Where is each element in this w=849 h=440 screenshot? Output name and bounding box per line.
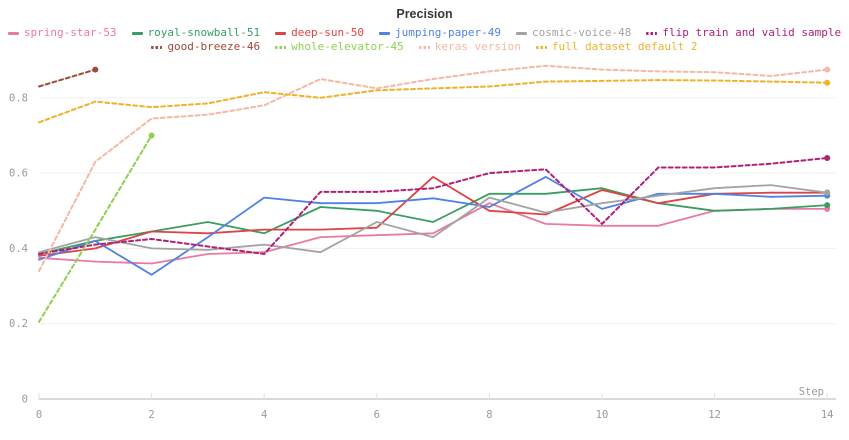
- legend-item-full-dataset-default-2[interactable]: full dataset default 2: [535, 40, 698, 53]
- series-line-whole-elevator-45[interactable]: [38, 134, 153, 323]
- y-tick-label: 0: [22, 394, 28, 406]
- x-axis-label: Step: [799, 386, 824, 398]
- series-line-spring-star-53[interactable]: [38, 202, 829, 265]
- y-tick-label: 0.2: [9, 318, 28, 330]
- solid-line-swatch-icon: [7, 31, 19, 35]
- solid-line-swatch-icon: [131, 31, 143, 35]
- x-tick-label: 14: [821, 409, 834, 421]
- legend-label: whole-elevator-45: [291, 40, 404, 53]
- series-line-cosmic-voice-48[interactable]: [38, 184, 829, 254]
- series-line-good-breeze-46[interactable]: [38, 68, 97, 88]
- x-tick-label: 6: [374, 409, 380, 421]
- legend-label: royal-snowball-51: [147, 26, 261, 39]
- legend-item-cosmic-voice-48[interactable]: cosmic-voice-48: [515, 26, 632, 39]
- legend-item-whole-elevator-45[interactable]: whole-elevator-45: [275, 41, 404, 53]
- x-tick-label: 12: [708, 409, 721, 421]
- legend-item-flip-train-and-valid-sample[interactable]: flip train and valid sample: [646, 27, 841, 39]
- dashed-line-swatch-icon: [151, 45, 163, 49]
- x-tick-label: 4: [261, 409, 267, 421]
- legend-label: spring-star-53: [23, 26, 117, 39]
- dashed-line-swatch-icon: [646, 31, 658, 35]
- series-line-full-dataset-default-2[interactable]: [38, 79, 829, 124]
- series-endpoint-good-breeze-46[interactable]: [92, 66, 99, 73]
- series-endpoint-cosmic-voice-48[interactable]: [824, 189, 831, 196]
- x-tick-label: 0: [36, 409, 42, 421]
- legend-row-2: good-breeze-46 whole-elevator-45 keras ver…: [0, 41, 849, 53]
- legend-item-royal-snowball-51[interactable]: royal-snowball-51: [131, 26, 261, 39]
- y-tick-label: 0.8: [9, 92, 28, 104]
- series-line-royal-snowball-51[interactable]: [38, 187, 829, 255]
- series-endpoint-full-dataset-default-2[interactable]: [824, 79, 831, 86]
- solid-line-swatch-icon: [515, 31, 527, 35]
- series-line-jumping-paper-49[interactable]: [38, 175, 829, 276]
- legend-label: flip train and valid sample: [662, 26, 842, 39]
- legend-label: jumping-paper-49: [395, 26, 501, 39]
- legend-label: deep-sun-50: [291, 26, 365, 39]
- legend-label: cosmic-voice-48: [531, 26, 632, 39]
- legend-item-keras-version[interactable]: keras version: [418, 40, 521, 53]
- series-line-keras-version[interactable]: [38, 64, 829, 272]
- legend-item-jumping-paper-49[interactable]: jumping-paper-49: [379, 27, 501, 39]
- series-line-flip-train-and-valid-sample[interactable]: [38, 157, 829, 255]
- series-endpoint-flip-train-and-valid-sample[interactable]: [824, 155, 831, 162]
- legend-label: good-breeze-46: [167, 40, 261, 53]
- dashed-line-swatch-icon: [535, 45, 547, 49]
- legend-label: keras version: [434, 40, 521, 53]
- series-endpoint-whole-elevator-45[interactable]: [148, 132, 155, 139]
- legend-item-spring-star-53[interactable]: spring-star-53: [7, 26, 117, 39]
- x-tick-label: 10: [596, 409, 609, 421]
- legend-row-1: spring-star-53 royal-snowball-51 deep-sun-…: [0, 27, 849, 39]
- legend-item-deep-sun-50[interactable]: deep-sun-50: [275, 27, 364, 39]
- x-tick-label: 8: [486, 409, 492, 421]
- solid-line-swatch-icon: [379, 31, 391, 35]
- series-line-deep-sun-50[interactable]: [38, 175, 829, 257]
- dashed-line-swatch-icon: [275, 45, 287, 49]
- solid-line-swatch-icon: [275, 31, 287, 35]
- series-endpoint-keras-version[interactable]: [824, 66, 831, 73]
- chart-title: Precision: [396, 7, 453, 21]
- legend-label: full dataset default 2: [551, 40, 698, 53]
- y-tick-label: 0.4: [9, 243, 28, 255]
- dashed-line-swatch-icon: [418, 45, 430, 49]
- y-tick-label: 0.6: [9, 168, 28, 180]
- legend-item-good-breeze-46[interactable]: good-breeze-46: [151, 41, 260, 53]
- series-endpoint-royal-snowball-51[interactable]: [824, 202, 831, 209]
- x-tick-label: 2: [148, 409, 154, 421]
